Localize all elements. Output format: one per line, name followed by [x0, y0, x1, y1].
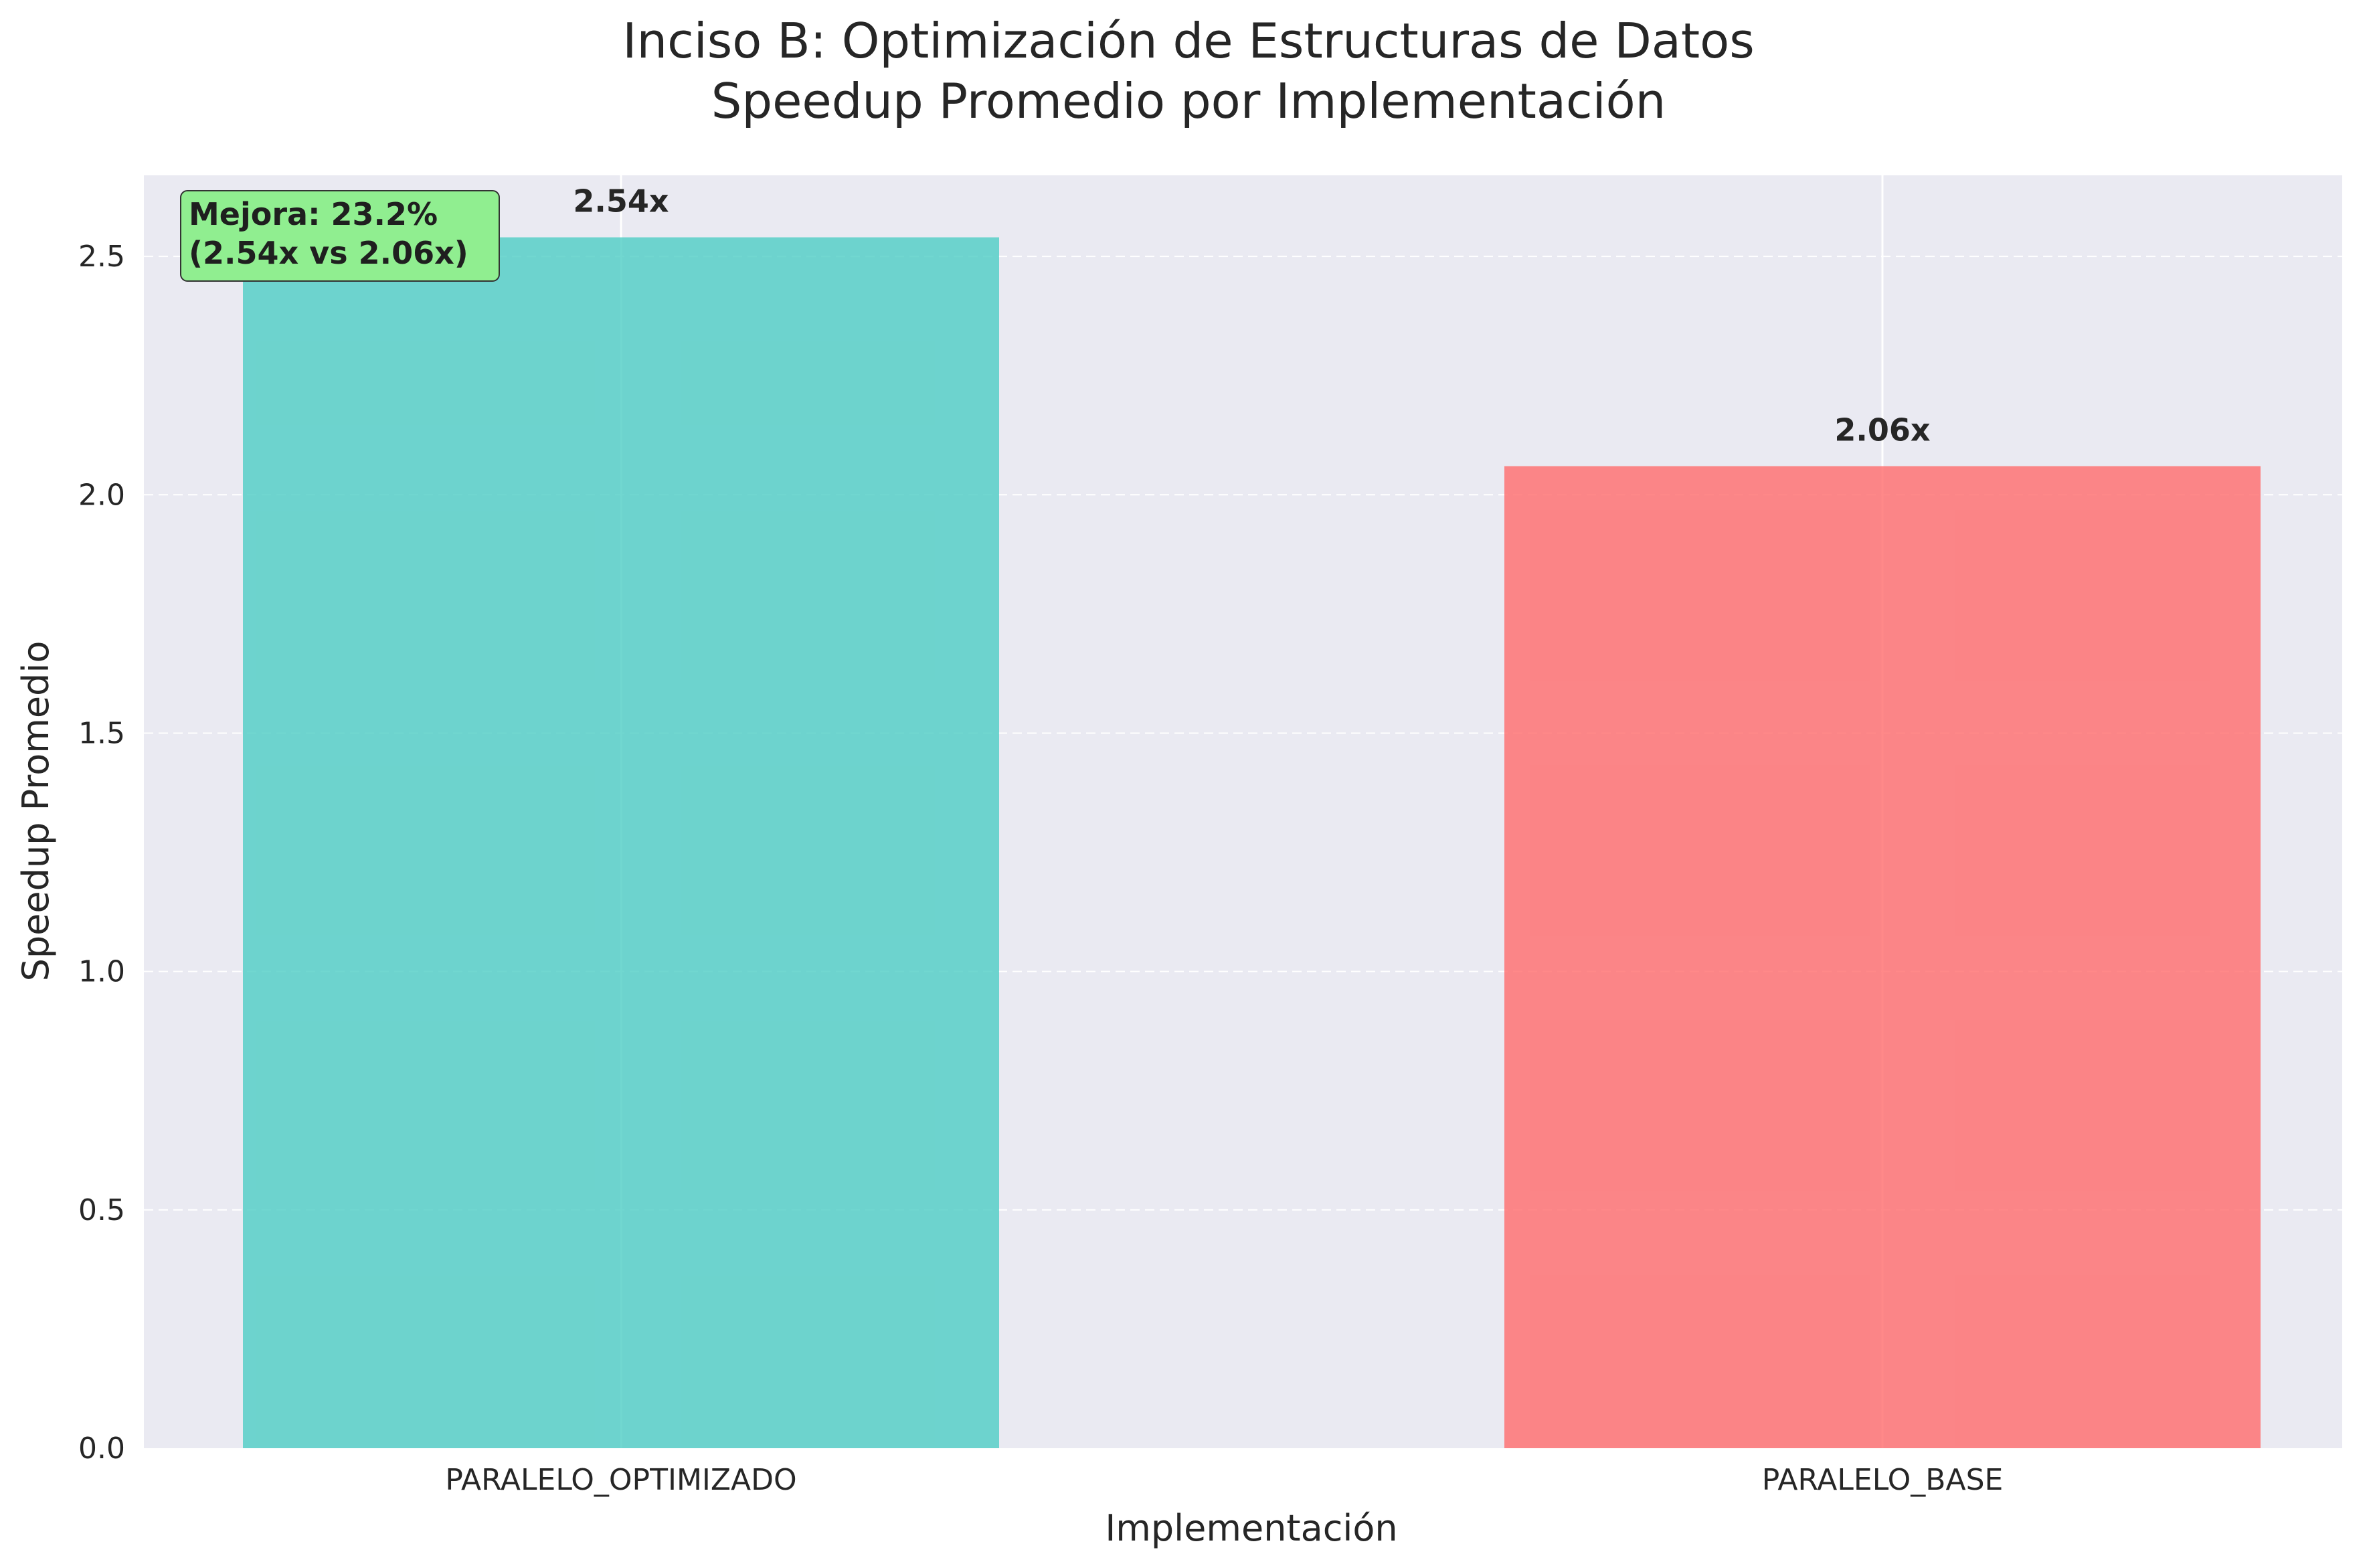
bar-value-label: 2.54x	[573, 183, 669, 220]
y-axis-label: Speedup Promedio	[15, 641, 57, 982]
chart-title-line-2: Speedup Promedio por Implementación	[711, 73, 1666, 129]
y-tick-label: 1.0	[78, 955, 125, 989]
bars	[243, 237, 2261, 1449]
chart-title-line-1: Inciso B: Optimización de Estructuras de…	[622, 13, 1754, 69]
y-tick-label: 0.0	[78, 1431, 125, 1466]
y-tick-label: 1.5	[78, 716, 125, 750]
annotation-line-1: Mejora: 23.2%	[189, 196, 438, 232]
y-tick-label: 2.0	[78, 478, 125, 512]
y-tick-label: 2.5	[78, 240, 125, 274]
bar-value-labels: 2.54x 2.06x	[573, 183, 1930, 448]
x-tick-label: PARALELO_OPTIMIZADO	[445, 1463, 796, 1497]
bar-paralelo-optimizado	[243, 237, 999, 1449]
bar-paralelo-base	[1504, 466, 2261, 1448]
y-tick-label: 0.5	[78, 1193, 125, 1227]
improvement-annotation: Mejora: 23.2% (2.54x vs 2.06x)	[180, 190, 500, 282]
y-axis-ticks: 0.0 0.5 1.0 1.5 2.0 2.5	[78, 240, 125, 1466]
x-axis-ticks: PARALELO_OPTIMIZADO PARALELO_BASE	[445, 1463, 2003, 1497]
annotation-line-2: (2.54x vs 2.06x)	[189, 235, 468, 271]
x-tick-label: PARALELO_BASE	[1762, 1463, 2004, 1497]
annotation-box	[180, 190, 500, 282]
x-axis-label: Implementación	[1105, 1507, 1397, 1549]
bar-value-label: 2.06x	[1834, 412, 1930, 448]
